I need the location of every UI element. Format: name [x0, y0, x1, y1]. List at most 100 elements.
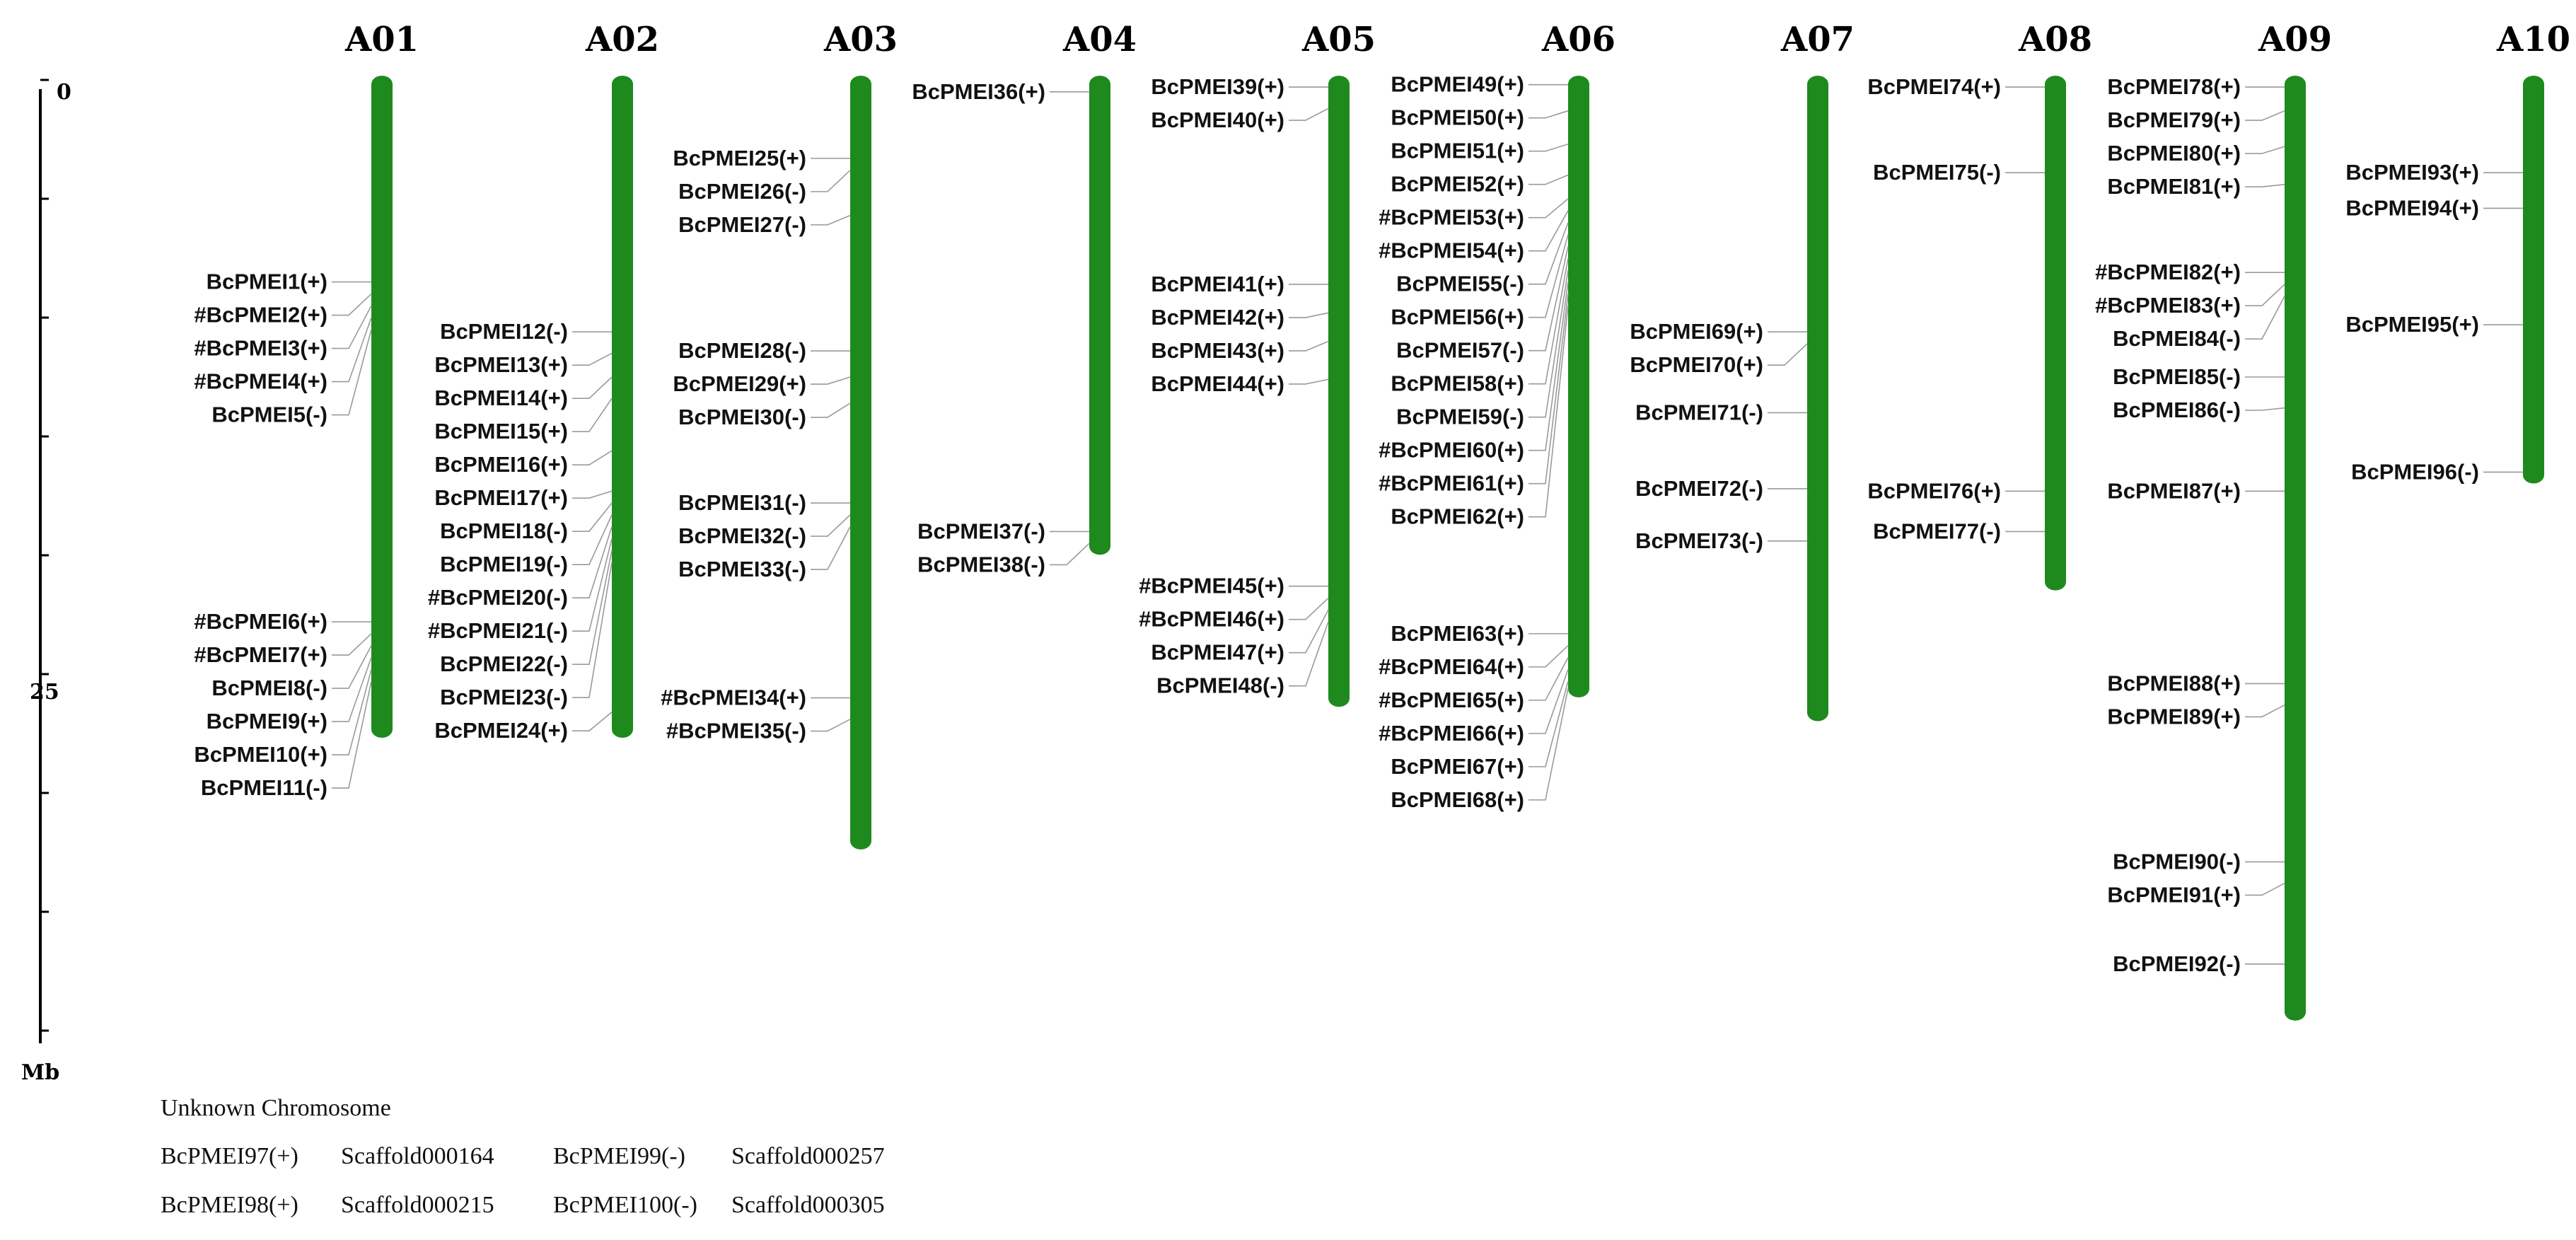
chromosome-a03: A03 BcPMEI25(+) BcPMEI26(-) BcPMEI27(-) BcPM…	[661, 20, 898, 850]
gene-connector	[572, 502, 613, 532]
gene-label: BcPMEI10(+)	[194, 742, 327, 767]
gene-label: #BcPMEI34(+)	[661, 685, 806, 710]
gene-connector	[1528, 645, 1569, 668]
gene-connector	[2245, 704, 2285, 718]
gene-label: BcPMEI44(+)	[1151, 371, 1284, 396]
unknown-gene: BcPMEI98(+)	[161, 1192, 298, 1218]
chromosome-bar	[371, 76, 393, 738]
unknown-scaffold: Scaffold000164	[341, 1143, 494, 1169]
gene-label: #BcPMEI60(+)	[1379, 438, 1524, 463]
gene-label: BcPMEI89(+)	[2107, 704, 2241, 729]
gene-label: #BcPMEI65(+)	[1379, 688, 1524, 712]
gene-connector	[1289, 609, 1329, 654]
gene-label: BcPMEI31(-)	[678, 490, 806, 515]
chromosome-title: A09	[2258, 20, 2332, 59]
gene-label: BcPMEI25(+)	[673, 146, 806, 170]
gene-label: BcPMEI36(+)	[912, 79, 1045, 104]
gene-label: BcPMEI72(-)	[1635, 476, 1763, 501]
gene-label: #BcPMEI35(-)	[666, 719, 806, 743]
chromosome-title: A06	[1541, 20, 1615, 59]
gene-connector	[1528, 680, 1569, 767]
gene-label: #BcPMEI3(+)	[194, 336, 327, 361]
unknown-scaffold: Scaffold000305	[731, 1192, 885, 1218]
gene-connector	[811, 514, 851, 537]
gene-connector	[1528, 174, 1569, 185]
gene-label: BcPMEI85(-)	[2113, 364, 2241, 389]
chromosome-bar	[1568, 76, 1589, 697]
gene-label: BcPMEI16(+)	[434, 452, 568, 477]
unknown-row-2: BcPMEI98(+) Scaffold000215 BcPMEI100(-) …	[0, 1192, 2576, 1220]
gene-label: #BcPMEI20(-)	[428, 585, 568, 610]
gene-label: #BcPMEI2(+)	[194, 303, 327, 328]
gene-label: BcPMEI43(+)	[1151, 338, 1284, 363]
gene-label: BcPMEI32(-)	[678, 523, 806, 548]
gene-connector	[1528, 246, 1569, 352]
gene-label: BcPMEI18(-)	[440, 518, 568, 543]
gene-label: BcPMEI70(+)	[1630, 352, 1763, 377]
chromosome-a06: A06 BcPMEI49(+) BcPMEI50(+) BcPMEI51(+) BcPM…	[1379, 20, 1615, 812]
gene-label: BcPMEI76(+)	[1867, 478, 2001, 503]
gene-connector	[1528, 270, 1569, 418]
gene-label: BcPMEI55(-)	[1396, 272, 1524, 296]
gene-label: BcPMEI40(+)	[1151, 108, 1284, 132]
gene-label: BcPMEI30(-)	[678, 405, 806, 429]
gene-connector	[332, 317, 372, 383]
gene-label: #BcPMEI66(+)	[1379, 721, 1524, 746]
gene-connector	[572, 376, 613, 399]
gene-label: BcPMEI88(+)	[2107, 671, 2241, 695]
gene-connector	[572, 490, 613, 499]
gene-connector	[1289, 312, 1329, 318]
unknown-gene: BcPMEI97(+)	[161, 1143, 298, 1169]
gene-label: BcPMEI47(+)	[1151, 640, 1284, 665]
gene-label: BcPMEI13(+)	[434, 352, 568, 377]
gene-connector	[572, 352, 613, 366]
gene-connector	[572, 398, 613, 432]
gene-connector	[1528, 688, 1569, 801]
gene-label: BcPMEI14(+)	[434, 386, 568, 410]
gene-label: BcPMEI33(-)	[678, 557, 806, 581]
gene-label: BcPMEI87(+)	[2107, 478, 2241, 503]
gene-label: BcPMEI42(+)	[1151, 305, 1284, 330]
chromosome-bar	[2045, 76, 2066, 591]
unknown-gene: BcPMEI100(-)	[553, 1192, 697, 1218]
gene-connector	[572, 550, 613, 665]
chromosome-bar	[2523, 76, 2544, 484]
chromosome-title: A10	[2496, 20, 2570, 59]
unknown-scaffold: Scaffold000215	[341, 1192, 494, 1218]
gene-connector	[1528, 234, 1569, 318]
chromosome-title: A02	[585, 20, 659, 59]
scale-bar: 0 25 Mb	[21, 79, 71, 1085]
unknown-row-1: BcPMEI97(+) Scaffold000164 BcPMEI99(-) S…	[0, 1143, 2576, 1171]
chromosome-bar	[1328, 76, 1350, 707]
chromosome-a05: A05 BcPMEI39(+) BcPMEI40(+) BcPMEI41(+) BcPM…	[1139, 20, 1376, 707]
chromosome-title: A01	[344, 20, 419, 59]
gene-label: BcPMEI41(+)	[1151, 272, 1284, 296]
gene-label: BcPMEI71(-)	[1635, 400, 1763, 424]
gene-label: BcPMEI73(-)	[1635, 528, 1763, 553]
gene-label: BcPMEI1(+)	[207, 270, 327, 294]
gene-label: BcPMEI39(+)	[1151, 74, 1284, 99]
gene-connector	[2245, 407, 2285, 411]
chromosome-title: A04	[1062, 20, 1137, 59]
gene-connector	[2245, 296, 2285, 340]
gene-label: #BcPMEI6(+)	[194, 609, 327, 634]
chromosome-title: A07	[1780, 20, 1855, 59]
gene-label: BcPMEI91(+)	[2107, 882, 2241, 907]
gene-connector	[1289, 621, 1329, 687]
gene-label: BcPMEI28(-)	[678, 338, 806, 363]
gene-label: BcPMEI81(+)	[2107, 174, 2241, 199]
gene-connector	[2245, 146, 2285, 154]
scale-unit-label: Mb	[21, 1060, 59, 1085]
chromosomes: A01 BcPMEI1(+) #BcPMEI2(+) #BcPMEI3(+) #BcPM…	[194, 20, 2570, 1021]
gene-label: #BcPMEI61(+)	[1379, 471, 1524, 496]
gene-label: #BcPMEI53(+)	[1379, 205, 1524, 230]
gene-label: BcPMEI37(-)	[917, 518, 1045, 543]
gene-connector	[572, 514, 613, 565]
gene-label: BcPMEI9(+)	[207, 709, 327, 734]
gene-label: #BcPMEI46(+)	[1139, 607, 1284, 632]
gene-label: BcPMEI95(+)	[2345, 312, 2479, 337]
chromosome-bar	[1807, 76, 1828, 722]
gene-label: BcPMEI58(+)	[1391, 371, 1524, 396]
gene-label: BcPMEI38(-)	[917, 552, 1045, 576]
chromosome-bar	[850, 76, 871, 850]
